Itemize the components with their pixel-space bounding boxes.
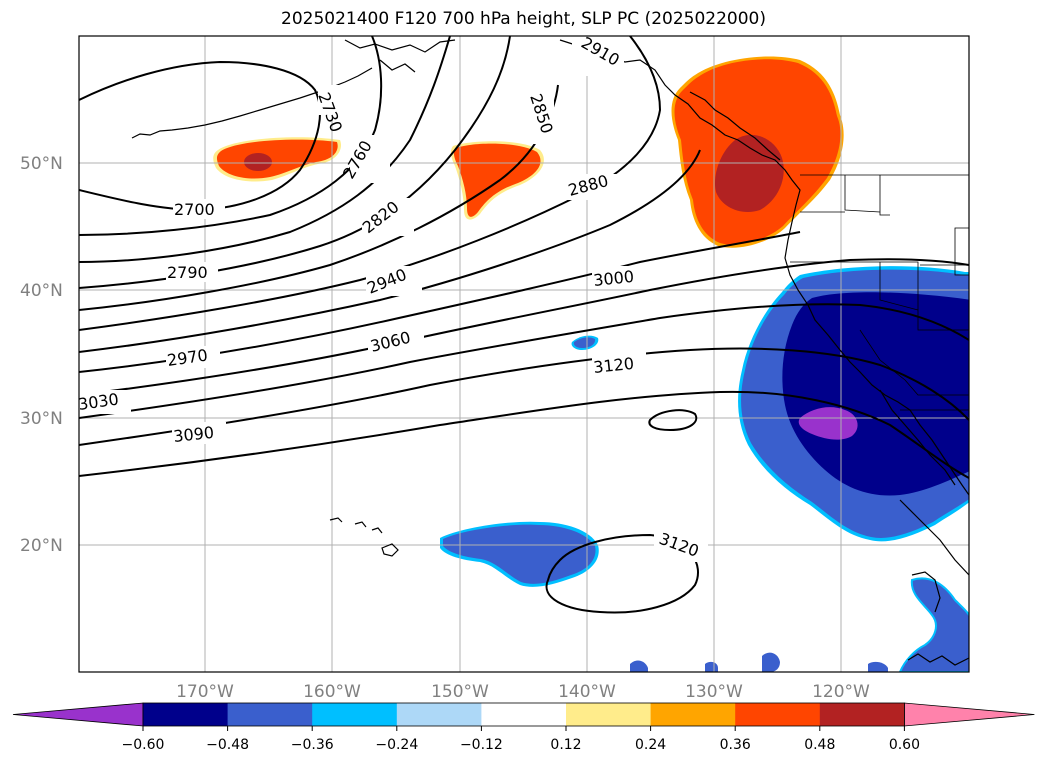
colorbar-tick-label: 0.12 bbox=[550, 737, 581, 753]
colorbar-segment bbox=[227, 703, 313, 726]
latitude-labels: 50°N 40°N 30°N 20°N bbox=[20, 154, 63, 556]
colorbar-extend-max bbox=[904, 702, 1035, 727]
colorbar-tick-label: −0.24 bbox=[375, 737, 418, 753]
colorbar-tick-label: −0.60 bbox=[122, 737, 165, 753]
political-borders bbox=[790, 174, 969, 411]
colorbar-tick-label: 0.36 bbox=[720, 737, 751, 753]
negative-anomaly-small bbox=[571, 335, 969, 672]
colorbar-tick-label: 0.48 bbox=[804, 737, 835, 753]
lon-label-140w: 140°W bbox=[558, 682, 616, 702]
colorbar-segment bbox=[735, 703, 821, 726]
lat-label-50n: 50°N bbox=[20, 154, 63, 174]
lon-label-150w: 150°W bbox=[431, 682, 489, 702]
lat-label-40n: 40°N bbox=[20, 281, 63, 301]
contour-label-3000: 3000 bbox=[592, 267, 634, 290]
negative-anomaly-hawaii bbox=[440, 521, 599, 587]
colorbar-outline bbox=[142, 702, 905, 727]
contour-label-2700: 2700 bbox=[174, 200, 215, 219]
colorbar-tick-label: −0.12 bbox=[460, 737, 503, 753]
colorbar-segment bbox=[312, 703, 398, 726]
colorbar-segment bbox=[566, 703, 652, 726]
coastlines bbox=[131, 39, 969, 666]
colorbar-tick-label: 0.60 bbox=[889, 737, 920, 753]
colorbar-segment bbox=[819, 703, 905, 726]
colorbar-extend-min bbox=[12, 702, 144, 727]
map-title: 2025021400 F120 700 hPa height, SLP PC (… bbox=[281, 9, 766, 29]
contour-label-2790: 2790 bbox=[167, 263, 208, 282]
colorbar-segment bbox=[396, 703, 482, 726]
colorbar-segment bbox=[650, 703, 736, 726]
colorbar-tick-label: 0.24 bbox=[635, 737, 666, 753]
lon-label-130w: 130°W bbox=[685, 682, 743, 702]
colorbar: −0.60 −0.48 −0.36 −0.24 −0.12 0.12 0.24 0.36 0.4… bbox=[12, 702, 1035, 753]
colorbar-segment bbox=[143, 703, 229, 726]
contour-label-3120-upper: 3120 bbox=[592, 354, 634, 377]
colorbar-segment bbox=[481, 703, 567, 726]
height-contours bbox=[79, 36, 969, 614]
lon-label-120w: 120°W bbox=[812, 682, 870, 702]
lon-label-170w: 170°W bbox=[176, 682, 234, 702]
contour-label-3090: 3090 bbox=[172, 423, 214, 446]
colorbar-tick-label: −0.36 bbox=[291, 737, 334, 753]
lon-label-160w: 160°W bbox=[303, 682, 361, 702]
lat-label-20n: 20°N bbox=[20, 536, 63, 556]
colorbar-tick-label: −0.48 bbox=[206, 737, 249, 753]
plot-frame bbox=[78, 35, 970, 673]
longitude-labels: 170°W 160°W 150°W 140°W 130°W 120°W bbox=[176, 682, 870, 702]
lat-label-30n: 30°N bbox=[20, 409, 63, 429]
positive-anomaly-aleutian bbox=[213, 137, 342, 182]
